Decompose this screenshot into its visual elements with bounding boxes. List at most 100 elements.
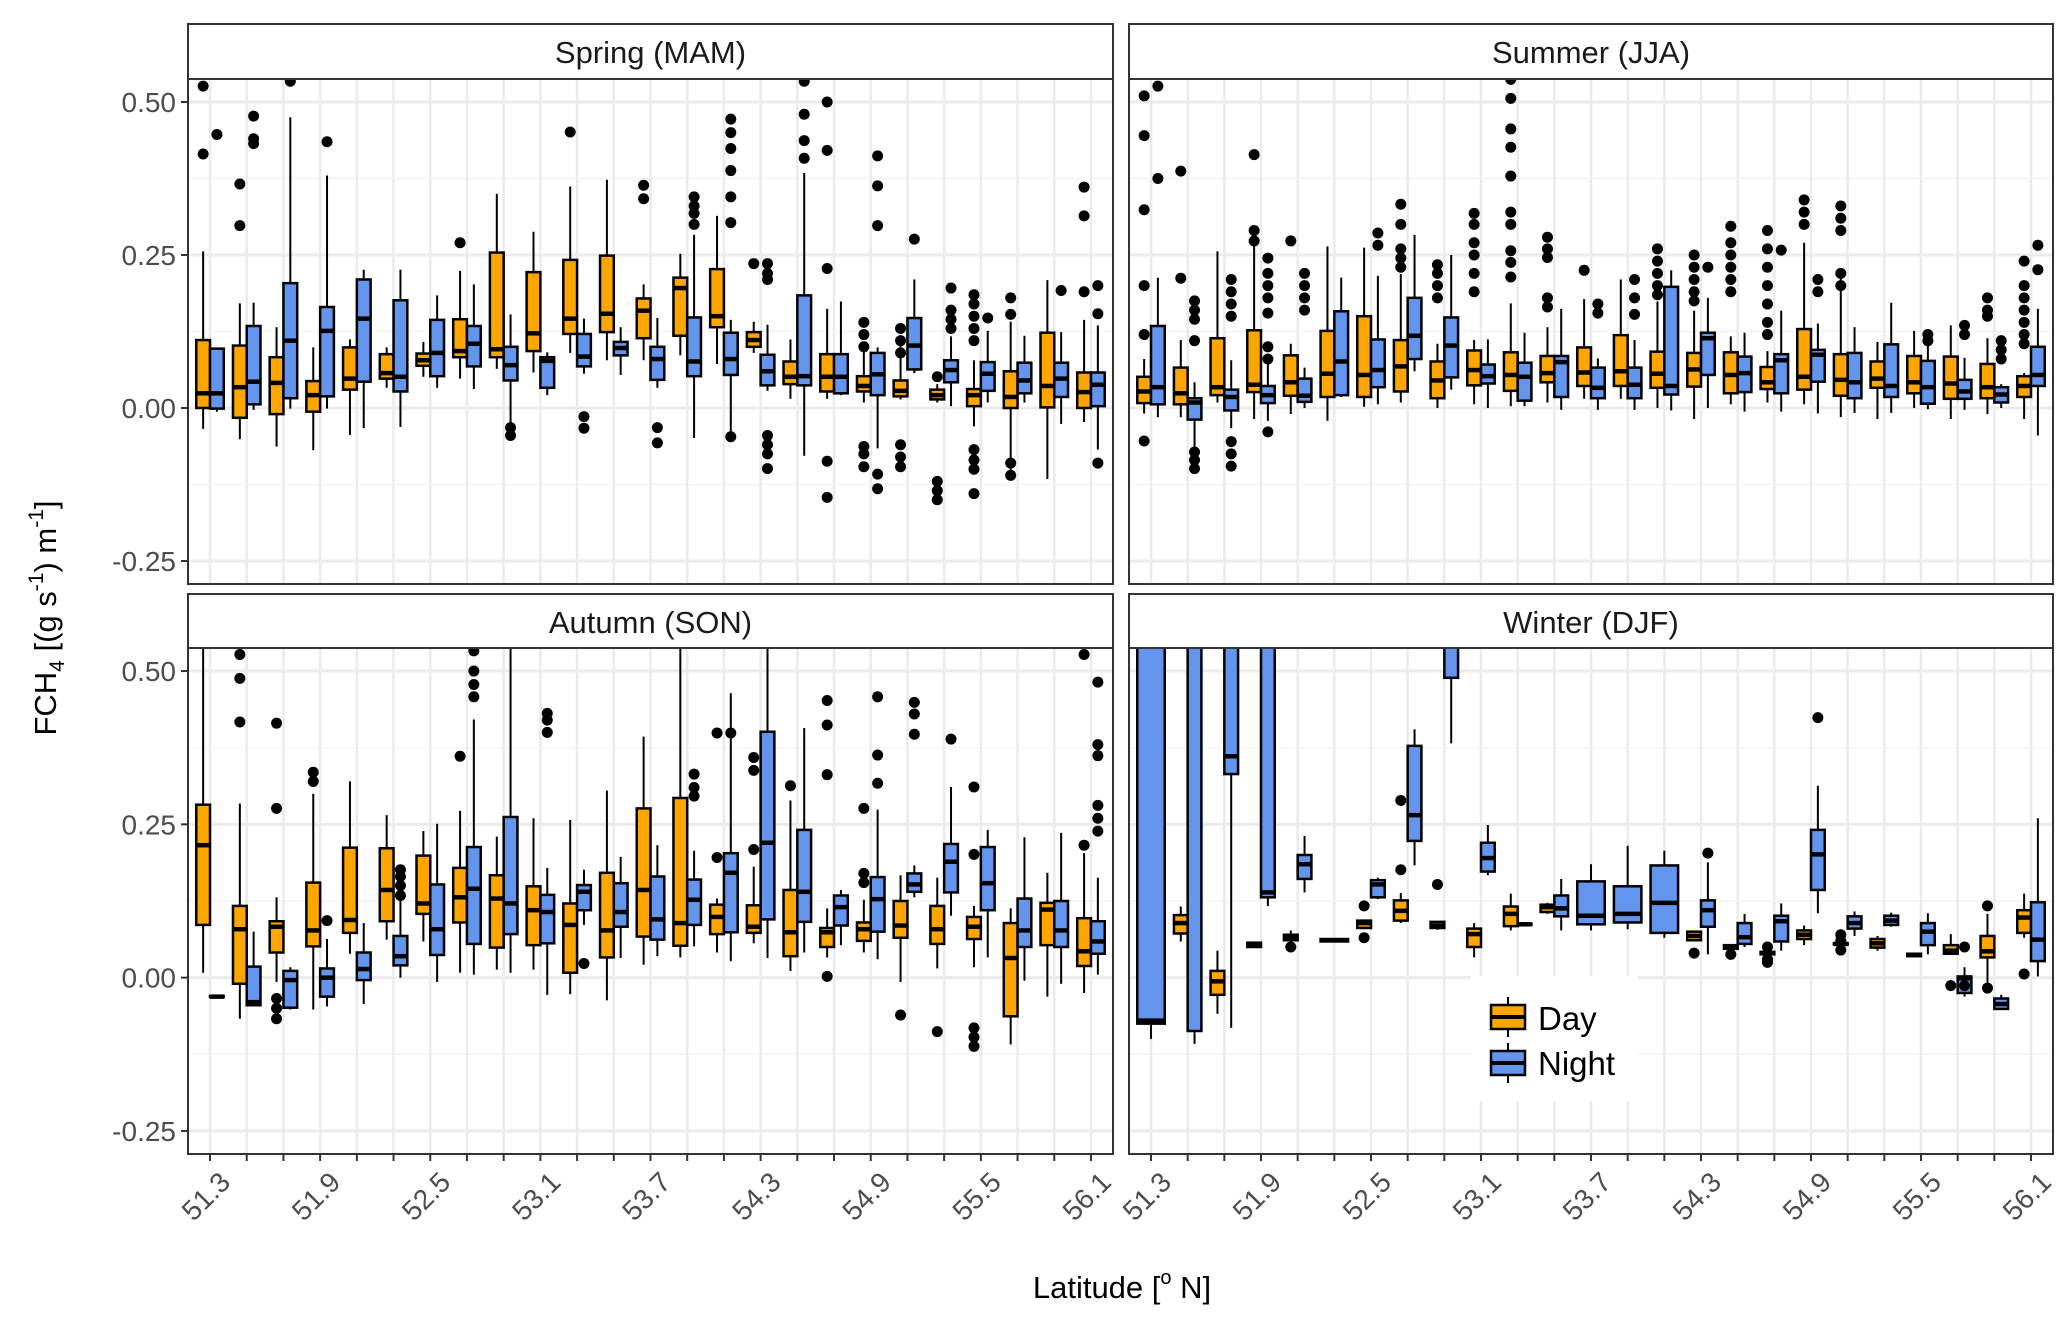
outlier-point [1761,298,1773,310]
boxplot-night [1956,319,1973,410]
boxplot-night [1149,80,1166,418]
outlier-point [1629,273,1641,285]
boxplot-day [1869,935,1886,951]
y-tick-label: -0.25 [112,546,176,577]
box-day [929,904,946,946]
box-night [796,828,813,924]
outlier-point [1431,878,1443,890]
outlier-point [394,880,406,892]
box-night [392,299,409,393]
boxplot-day [1392,794,1409,924]
box-night [869,875,886,933]
outlier-point [1092,280,1104,292]
box-night [1089,919,1106,955]
outlier-point [1189,304,1201,316]
outlier-point [1092,739,1104,751]
outlier-point [271,1013,283,1025]
outlier-point [1651,255,1663,267]
y-axis-title-part: ] [28,500,63,509]
box-night [1589,366,1606,400]
outlier-point [248,110,260,122]
outlier-point [2032,239,2044,251]
boxplot-night [1479,339,1496,408]
outlier-point [1651,280,1663,292]
outlier-point [725,727,737,739]
outlier-point [821,455,833,467]
outlier-point [1138,329,1150,341]
box-night [1149,324,1166,406]
boxplot-night [759,648,776,959]
boxplot-night [1136,648,1166,1039]
box-day [488,251,505,359]
boxplot-night [2029,239,2046,436]
box-night [832,352,850,395]
outlier-point [1761,956,1773,968]
outlier-point [234,716,246,728]
outlier-point [1592,298,1604,310]
outlier-point [1092,825,1104,837]
outlier-point [1541,251,1553,263]
box-night [575,883,593,912]
box-night [392,934,409,967]
outlier-point [1138,130,1150,142]
boxplot-day [1832,929,1849,956]
boxplot-night [1259,648,1276,906]
outlier-point [1468,267,1480,279]
outlier-point [908,708,920,720]
boxplot-day [1246,941,1263,949]
outlier-point [321,136,333,148]
outlier-point [1835,935,1847,947]
outlier-point [872,468,884,480]
outlier-point [908,728,920,740]
outlier-point [908,233,920,245]
boxplot-day [525,818,542,970]
box-night [979,845,996,912]
outlier-point [858,448,870,460]
boxplot-night [1883,912,1900,927]
outlier-point [1395,261,1407,273]
outlier-point [968,463,980,475]
outlier-point [468,665,480,677]
boxplot-day [1612,279,1629,399]
boxplot-marks [1136,648,2046,1044]
legend-label-night: Night [1538,1045,1615,1082]
boxplot-night [355,269,372,429]
x-axis-title-end: N] [1172,1270,1212,1305]
boxplot-night [245,110,262,410]
outlier-point [2018,280,2030,292]
boxplot-night [1516,922,1533,927]
boxplot-night [502,314,519,442]
outlier-point [1395,794,1407,806]
boxplot-day [1942,325,1959,420]
box-day [1942,355,1959,401]
outlier-point [895,451,907,463]
outlier-point [688,790,700,802]
outlier-point [1225,460,1237,472]
y-tick-label: 0.25 [122,240,177,271]
boxplot-night [1699,261,1716,408]
boxplot-night [1736,332,1753,412]
box-day [1002,370,1019,410]
outlier-point [1189,295,1201,307]
box-day [1906,354,1923,395]
boxplot-night [869,691,886,960]
boxplot-night [1919,913,1936,955]
boxplot-day [1172,906,1189,942]
outlier-point [1725,273,1737,285]
box-day [1502,905,1519,928]
boxplot-day [672,648,689,958]
box-day [672,796,689,948]
boxplot-night [1773,244,1790,412]
y-axis-title-part: [(g s [28,591,63,660]
outlier-point [1725,220,1737,232]
boxplot-night [1809,273,1826,414]
boxplot-night [392,864,409,978]
outlier-point [1248,235,1260,247]
outlier-point [1468,249,1480,261]
box-day [1246,329,1263,394]
outlier-point [931,485,943,497]
outlier-point [1835,944,1847,956]
boxplot-day [1429,259,1446,408]
box-night [318,967,336,998]
outlier-point [1812,712,1824,724]
